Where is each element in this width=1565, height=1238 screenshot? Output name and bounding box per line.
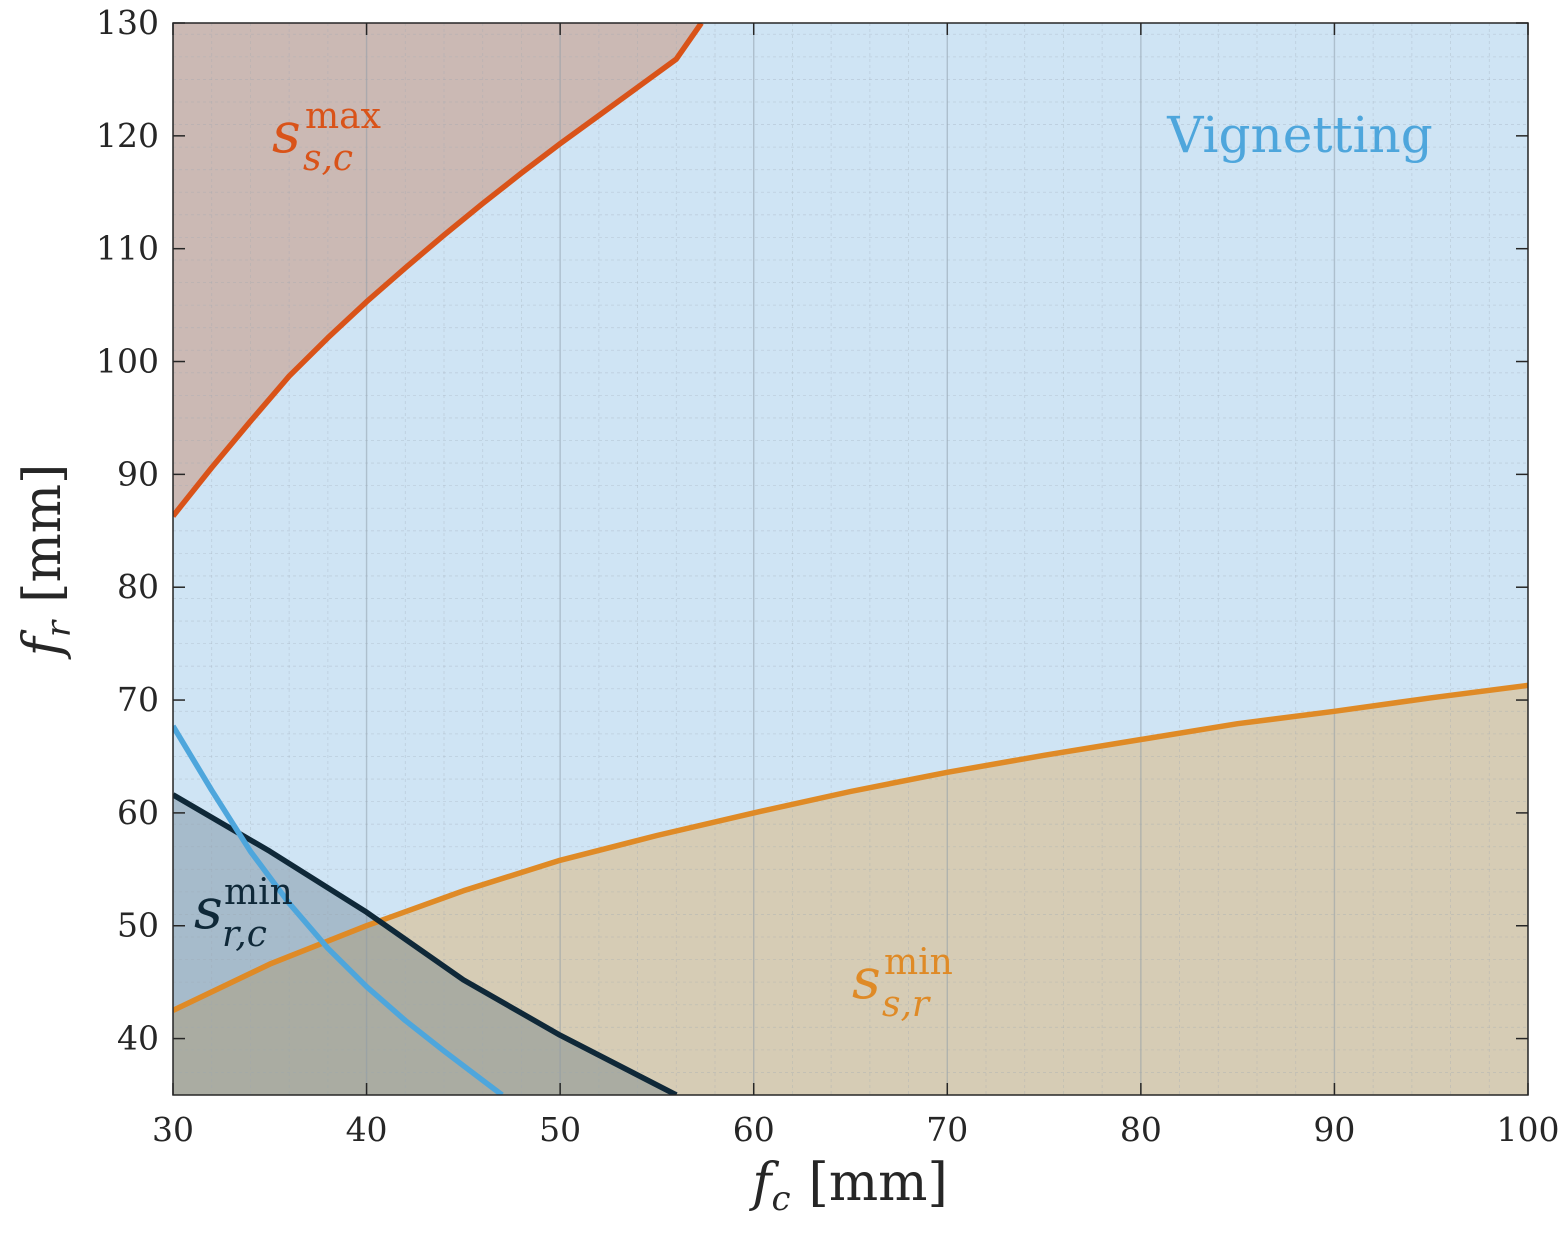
s-sc-max-region xyxy=(173,23,702,517)
s-rc-min-line xyxy=(173,792,678,1095)
y-tick-label: 60 xyxy=(117,793,159,832)
x-tick-label: 30 xyxy=(152,1110,194,1149)
x-tick-label: 90 xyxy=(1313,1110,1355,1149)
s-sr-min-region xyxy=(173,685,1528,1095)
x-tick-label: 70 xyxy=(926,1110,968,1149)
blue-curve-line xyxy=(173,724,504,1095)
grid xyxy=(173,23,1528,1095)
y-tick-label: 130 xyxy=(96,3,159,42)
x-tick-label: 60 xyxy=(733,1110,775,1149)
y-axis-title: fr[mm] xyxy=(13,464,79,661)
svg-text:s: s xyxy=(852,947,881,1012)
x-tick-label: 80 xyxy=(1120,1110,1162,1149)
s-sr-min-label: s min s,r xyxy=(852,942,953,1025)
plot-frame xyxy=(172,22,1529,1096)
x-tick-label: 50 xyxy=(539,1110,581,1149)
y-tick-label: 120 xyxy=(96,116,159,155)
svg-text:min: min xyxy=(224,872,293,913)
vignetting-label: Vignetting xyxy=(1166,106,1432,164)
y-tick-label: 50 xyxy=(117,906,159,945)
curves xyxy=(173,23,1528,1095)
y-tick-label: 80 xyxy=(117,567,159,606)
svg-text:s,r: s,r xyxy=(882,984,931,1025)
x-tick-label: 100 xyxy=(1497,1110,1560,1149)
s-sc-max-line xyxy=(173,23,704,518)
svg-text:s: s xyxy=(272,101,301,166)
y-tick-label: 100 xyxy=(96,342,159,381)
svg-text:max: max xyxy=(305,96,381,137)
s-rc-min-label: s min r,c xyxy=(194,872,293,955)
regions xyxy=(173,23,1528,1095)
y-tick-label: 70 xyxy=(117,680,159,719)
x-axis-title: fc [mm] xyxy=(748,1153,948,1219)
y-tick-label: 90 xyxy=(117,454,159,493)
s-sc-max-label: s max s,c xyxy=(272,96,381,179)
y-tick-label: 40 xyxy=(117,1019,159,1058)
y-tick-label: 110 xyxy=(96,229,159,268)
svg-text:s,c: s,c xyxy=(303,138,353,179)
ticks xyxy=(172,22,1529,1095)
svg-text:min: min xyxy=(884,942,953,983)
x-tick-label: 40 xyxy=(346,1110,388,1149)
s-sr-min-line xyxy=(173,682,1528,1013)
svg-text:r,c: r,c xyxy=(222,914,267,955)
tick-labels: 30 40 50 60 70 80 90 100 40 50 60 70 80 90 100 110 120 13… xyxy=(96,3,1560,1149)
svg-text:s: s xyxy=(194,877,223,942)
